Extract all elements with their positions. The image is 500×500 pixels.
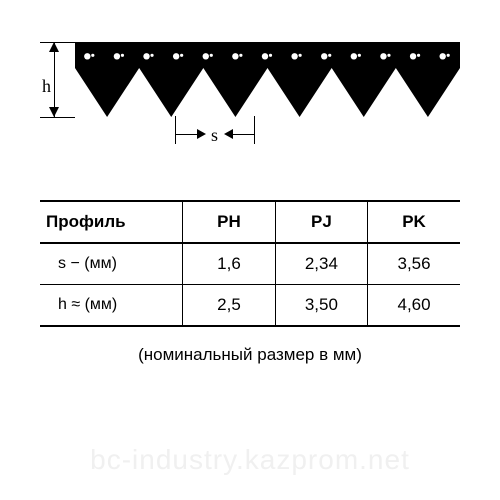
col-header-pj: PJ [275, 201, 367, 243]
cell-s-pk: 3,56 [368, 243, 460, 285]
cell-s-ph: 1,6 [183, 243, 275, 285]
belt-cross-section [75, 42, 460, 117]
table-row: s − (мм) 1,6 2,34 3,56 [40, 243, 460, 285]
belt-profile-diagram: h s [40, 30, 460, 160]
h-tick-bottom [40, 117, 75, 118]
col-header-ph: PH [183, 201, 275, 243]
table-header-row: Профиль PH PJ PK [40, 201, 460, 243]
profile-spec-table: Профиль PH PJ PK s − (мм) 1,6 2,34 3,56 … [40, 200, 460, 327]
col-header-pk: PK [368, 201, 460, 243]
footnote: (номинальный размер в мм) [40, 345, 460, 365]
cell-h-pj: 3,50 [275, 285, 367, 327]
table-row: h ≈ (мм) 2,5 3,50 4,60 [40, 285, 460, 327]
s-dimension-arrow: s [175, 118, 255, 148]
col-header-profile: Профиль [40, 201, 183, 243]
h-dimension-label: h [42, 76, 51, 97]
cell-s-pj: 2,34 [275, 243, 367, 285]
row-label-h: h ≈ (мм) [40, 285, 183, 327]
cell-h-pk: 4,60 [368, 285, 460, 327]
s-dimension-label: s [211, 125, 218, 146]
cell-h-ph: 2,5 [183, 285, 275, 327]
row-label-s: s − (мм) [40, 243, 183, 285]
